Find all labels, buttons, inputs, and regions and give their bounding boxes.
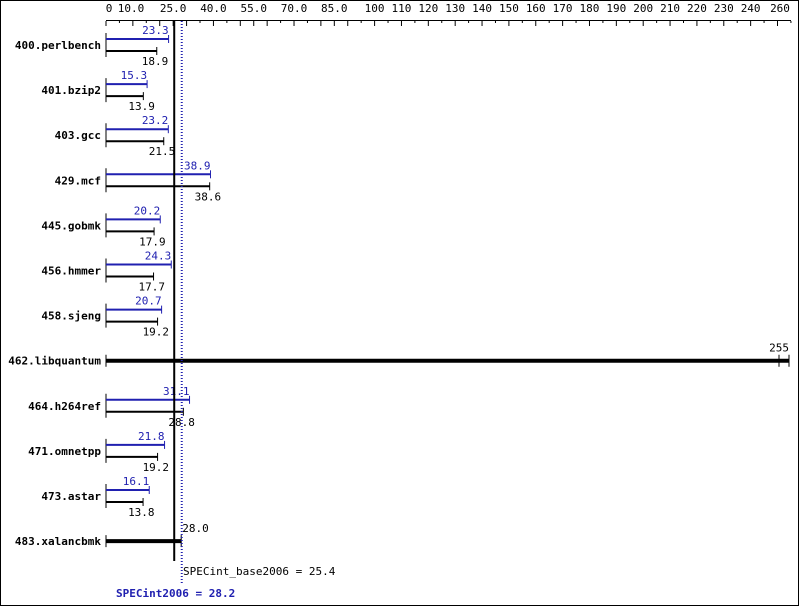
x-tick-label: 55.0 xyxy=(240,2,267,15)
x-tick-label: 160 xyxy=(526,2,546,15)
x-tick-label: 40.0 xyxy=(200,2,227,15)
benchmark-label: 401.bzip2 xyxy=(41,84,101,97)
bar-base-label: 19.2 xyxy=(143,461,170,474)
peak-mean-label: SPECint2006 = 28.2 xyxy=(116,587,235,600)
x-tick-label: 240 xyxy=(741,2,761,15)
x-tick-label: 25.0 xyxy=(160,2,187,15)
x-tick-label: 260 xyxy=(770,2,790,15)
bar-peak-label: 23.2 xyxy=(142,114,169,127)
benchmark-label: 429.mcf xyxy=(55,174,101,187)
bar-peak-label: 38.9 xyxy=(184,159,211,172)
x-tick-label: 190 xyxy=(606,2,626,15)
x-tick-label: 0 xyxy=(106,2,113,15)
x-tick-label: 85.0 xyxy=(321,2,348,15)
bar-peak-label: 20.7 xyxy=(135,295,162,308)
bar-base-label: 17.9 xyxy=(139,235,166,248)
x-tick-label: 120 xyxy=(418,2,438,15)
base-mean-label: SPECint_base2006 = 25.4 xyxy=(183,565,336,578)
benchmark-label: 483.xalancbmk xyxy=(15,535,101,548)
benchmark-label: 456.hmmer xyxy=(41,265,101,278)
bar-peak-label: 20.2 xyxy=(134,204,161,217)
benchmark-label: 445.gobmk xyxy=(41,219,101,232)
bar-base-label: 13.8 xyxy=(128,506,155,519)
benchmark-label: 403.gcc xyxy=(55,129,101,142)
bar-value-label: 255 xyxy=(769,342,789,355)
benchmark-label: 473.astar xyxy=(41,490,101,503)
bar-peak-label: 21.8 xyxy=(138,430,165,443)
bar-base-label: 13.9 xyxy=(128,100,155,113)
x-tick-label: 210 xyxy=(660,2,680,15)
bar-base-label: 17.7 xyxy=(139,281,166,294)
bar-peak-label: 31.1 xyxy=(163,385,190,398)
bar-base-label: 18.9 xyxy=(142,55,169,68)
bar-peak-label: 23.3 xyxy=(142,24,169,37)
benchmark-label: 471.omnetpp xyxy=(28,445,101,458)
x-tick-label: 70.0 xyxy=(281,2,308,15)
x-tick-label: 150 xyxy=(499,2,519,15)
x-tick-label: 10.0 xyxy=(118,2,145,15)
bar-peak-label: 15.3 xyxy=(121,69,148,82)
bar-base-label: 21.5 xyxy=(149,145,176,158)
x-tick-label: 230 xyxy=(714,2,734,15)
benchmark-label: 462.libquantum xyxy=(8,355,101,368)
x-tick-label: 100 xyxy=(365,2,385,15)
x-tick-label: 200 xyxy=(633,2,653,15)
x-tick-label: 110 xyxy=(392,2,412,15)
benchmark-label: 458.sjeng xyxy=(41,310,101,323)
x-tick-label: 220 xyxy=(687,2,707,15)
bar-peak-label: 16.1 xyxy=(123,475,150,488)
x-tick-label: 140 xyxy=(472,2,492,15)
bar-value-label: 28.0 xyxy=(182,522,209,535)
bar-base-label: 38.6 xyxy=(195,190,222,203)
bar-base-label: 19.2 xyxy=(143,326,170,339)
benchmark-label: 464.h264ref xyxy=(28,400,101,413)
bar-peak-label: 24.3 xyxy=(145,250,172,263)
x-tick-label: 130 xyxy=(445,2,465,15)
x-tick-label: 180 xyxy=(580,2,600,15)
x-tick-label: 170 xyxy=(553,2,573,15)
benchmark-label: 400.perlbench xyxy=(15,39,101,52)
